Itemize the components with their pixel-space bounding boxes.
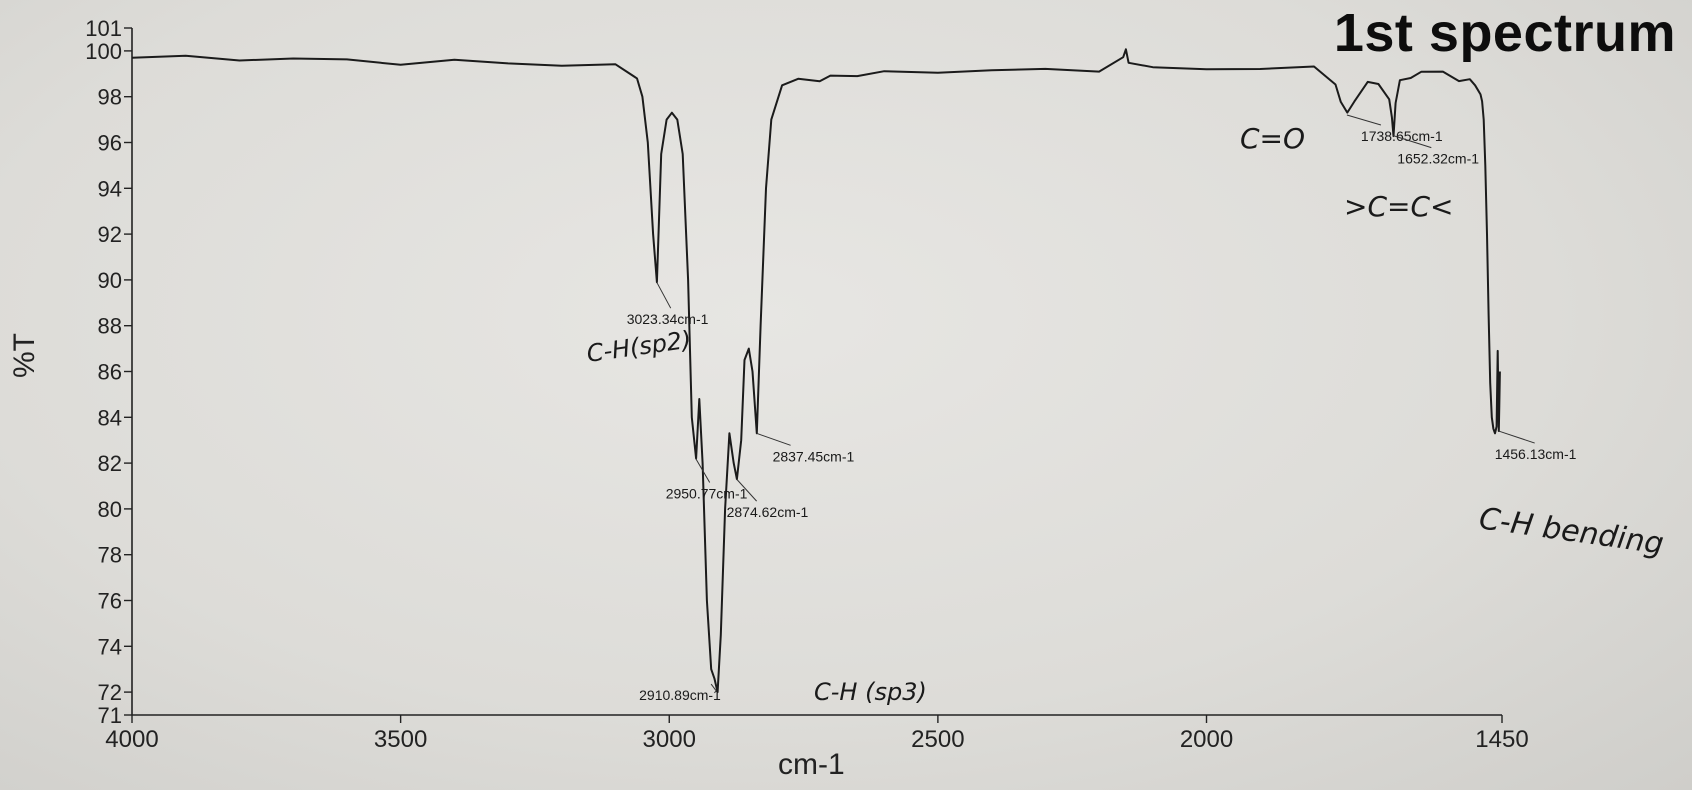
y-tick-label: 76	[98, 589, 122, 614]
handwritten-annotations: C-H(sp2) C-H (sp3) C=O >C=C< C-H bending	[585, 122, 1666, 706]
x-tick-label: 2000	[1180, 726, 1233, 753]
peak-label: 2910.89cm-1	[639, 687, 721, 703]
peak-markers: 3023.34cm-1 2950.77cm-1 2910.89cm-1 2874.62…	[627, 114, 1577, 703]
peak-leader	[1393, 135, 1432, 149]
y-tick-label: 80	[98, 497, 122, 522]
annotation-text: C-H (sp3)	[814, 678, 927, 706]
y-tick-label: 71	[98, 703, 122, 728]
y-tick-label: 74	[98, 634, 122, 659]
spectrum-line	[131, 48, 1501, 694]
y-tick-label: 96	[98, 131, 122, 156]
chart-title: 1st spectrum	[1333, 3, 1676, 63]
y-tick-label: 98	[98, 85, 122, 110]
peak-label: 2837.45cm-1	[773, 448, 855, 464]
peak-leader	[656, 281, 672, 309]
x-tick-label: 3000	[643, 726, 696, 753]
peak-label: 1652.32cm-1	[1397, 151, 1479, 167]
peak-leader	[756, 432, 791, 446]
x-tick-label: 4000	[105, 726, 158, 753]
y-tick-label: 88	[98, 314, 122, 339]
y-tick-label: 90	[98, 268, 122, 293]
y-tick-label: 84	[98, 405, 122, 430]
annotation-text: C=O	[1240, 122, 1305, 155]
annotation-text: >C=C<	[1344, 190, 1453, 223]
peak-leader	[695, 458, 711, 483]
peak-label: 2874.62cm-1	[727, 504, 809, 520]
peak-leader	[710, 683, 718, 693]
y-tick-label: 100	[85, 39, 122, 64]
peak-label: 1738.65cm-1	[1361, 128, 1443, 144]
y-tick-label: 101	[85, 16, 122, 41]
x-axis-label: cm-1	[778, 748, 845, 781]
annotation-text: C-H(sp2)	[585, 326, 693, 368]
y-tick-label: 86	[98, 360, 122, 385]
annotation-text: C-H bending	[1477, 501, 1666, 562]
x-tick-label: 3500	[374, 726, 427, 753]
y-tick-label: 82	[98, 451, 122, 476]
y-tick-label: 78	[98, 543, 122, 568]
peak-label: 1456.13cm-1	[1495, 446, 1577, 462]
y-tick-label: 94	[98, 176, 122, 201]
y-tick-label: 92	[98, 222, 122, 247]
x-tick-label: 1450	[1475, 726, 1528, 753]
y-tick-label: 72	[98, 680, 122, 705]
peak-leader	[1346, 114, 1382, 126]
peak-leader	[1498, 430, 1535, 444]
peak-label: 3023.34cm-1	[627, 311, 709, 327]
peak-label: 2950.77cm-1	[666, 486, 748, 502]
x-tick-label: 2500	[911, 726, 964, 753]
peak-leader	[736, 478, 757, 502]
